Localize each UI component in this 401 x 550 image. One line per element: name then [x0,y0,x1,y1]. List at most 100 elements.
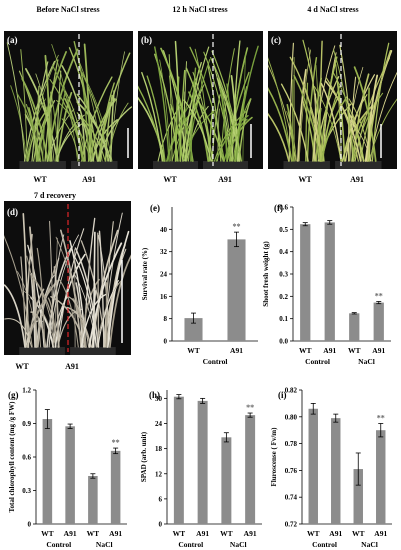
group-label: Control [305,357,330,366]
bar [65,426,75,524]
bar [173,396,184,524]
rice-leaf [109,90,115,162]
category-label: WT [87,529,100,538]
rice-leaf [36,247,46,348]
rice-leaf [49,220,54,348]
bar [349,313,360,341]
category-label: A91 [244,529,257,538]
y-tick-label: 18 [155,445,163,453]
y-axis-label: Shoot fresh weight (g) [262,241,270,307]
photo-panel-d: 7 d recovery (d) WT A91 [4,191,131,371]
rice-leaf [197,99,225,162]
rice-leaf [6,42,26,162]
y-tick-label: 0.82 [285,387,298,395]
photo-panel-c: 4 d NaCl stress (c) WT A91 [268,5,397,184]
rice-leaf [286,104,295,162]
panel-label-d: (d) [7,207,18,217]
rice-leaf [109,254,131,348]
rice-leaf [146,75,166,162]
y-tick-label: 0.80 [285,413,298,421]
rice-leaf [97,106,133,162]
panel-label-b: (b) [141,35,152,45]
rice-leaf [80,293,107,348]
y-tick-label: 30 [155,395,163,403]
rice-leaf [49,78,84,162]
bar [353,469,363,524]
bar [324,222,335,341]
rice-leaf [107,102,129,162]
rice-leaf [289,56,324,162]
y-tick-label: 8 [164,315,168,323]
category-label: WT [299,346,312,355]
rice-leaf [56,99,92,162]
genotype-label-wt-d: WT [15,362,29,371]
panel-label-g: (g) [8,390,19,400]
rice-leaf [26,109,48,162]
bar [88,475,98,524]
bar [308,408,318,524]
rice-leaf [20,49,28,162]
rice-leaf [314,93,316,162]
rice-plants-b [138,40,259,169]
photo-title-d: 7 d recovery [34,191,76,200]
rice-leaf [339,44,354,162]
significance-marker: ** [112,438,120,447]
rice-leaf [138,96,166,162]
rice-leaf [349,76,357,162]
rice-leaf [73,41,95,162]
rice-leaf [16,92,42,162]
rice-leaf [73,255,98,348]
y-tick-label: 24 [155,420,163,428]
genotype-label-a91-a: A91 [82,175,96,184]
bar [110,450,121,524]
y-tick-label: 0.4 [279,248,288,256]
rice-leaf [64,98,85,162]
group-label: NaCl [358,357,375,366]
plant-pot [153,161,198,169]
photo-title-c: 4 d NaCl stress [307,5,358,14]
rice-plants-c [268,39,397,169]
group-label: Control [178,540,203,549]
bar [331,418,341,524]
y-tick-label: 0.1 [279,315,288,323]
rice-leaf [185,67,214,162]
rice-leaf [302,101,316,162]
rice-leaf [77,57,103,162]
rice-leaf [26,98,46,162]
rice-leaf [29,226,38,348]
y-tick-label: 0.78 [285,440,298,448]
plant-pot [70,347,116,355]
significance-marker: ** [375,291,383,300]
rice-leaf [4,235,33,348]
y-axis-label: Fluroscense ( Fv/m) [270,427,278,487]
rice-leaf [76,93,110,162]
rice-leaf [104,221,114,348]
chart-panel-h: (h) 0 6 12 18 24 30 SPAD (arb. unit) WT A91 WT ** A9… [140,390,262,549]
y-tick-label: 0.0 [279,338,288,346]
rice-leaf [183,99,212,162]
y-axis-label: Survival rate (%) [141,247,149,300]
y-tick-label: 40 [160,226,168,234]
y-tick-label: 32 [160,248,168,256]
y-tick-label: 0.72 [285,521,298,529]
rice-leaf [178,104,193,162]
y-tick-label: 0.74 [285,494,298,502]
y-tick-label: 0.6 [279,204,288,212]
y-tick-label: 16 [160,293,168,301]
category-label: A91 [374,529,387,538]
rice-leaf [188,91,210,162]
rice-leaf [217,73,233,162]
rice-leaf [207,66,222,162]
bar [184,318,203,341]
y-tick-label: 0 [159,521,163,529]
chart-panel-f: (f) 0.0 0.1 0.2 0.3 0.4 0.5 0.6 Shoot fresh weig… [262,203,391,366]
chart-panel-i: (i) 0.72 0.74 0.76 0.78 0.80 0.82 Fluroscense (… [270,387,392,549]
group-label: Control [312,540,337,549]
rice-leaf [297,68,307,162]
group-label: Control [46,540,71,549]
rice-leaf [226,116,253,162]
category-label: A91 [372,346,385,355]
rice-leaf [324,80,362,162]
panel-label-a: (a) [7,35,18,45]
bar [221,437,232,524]
